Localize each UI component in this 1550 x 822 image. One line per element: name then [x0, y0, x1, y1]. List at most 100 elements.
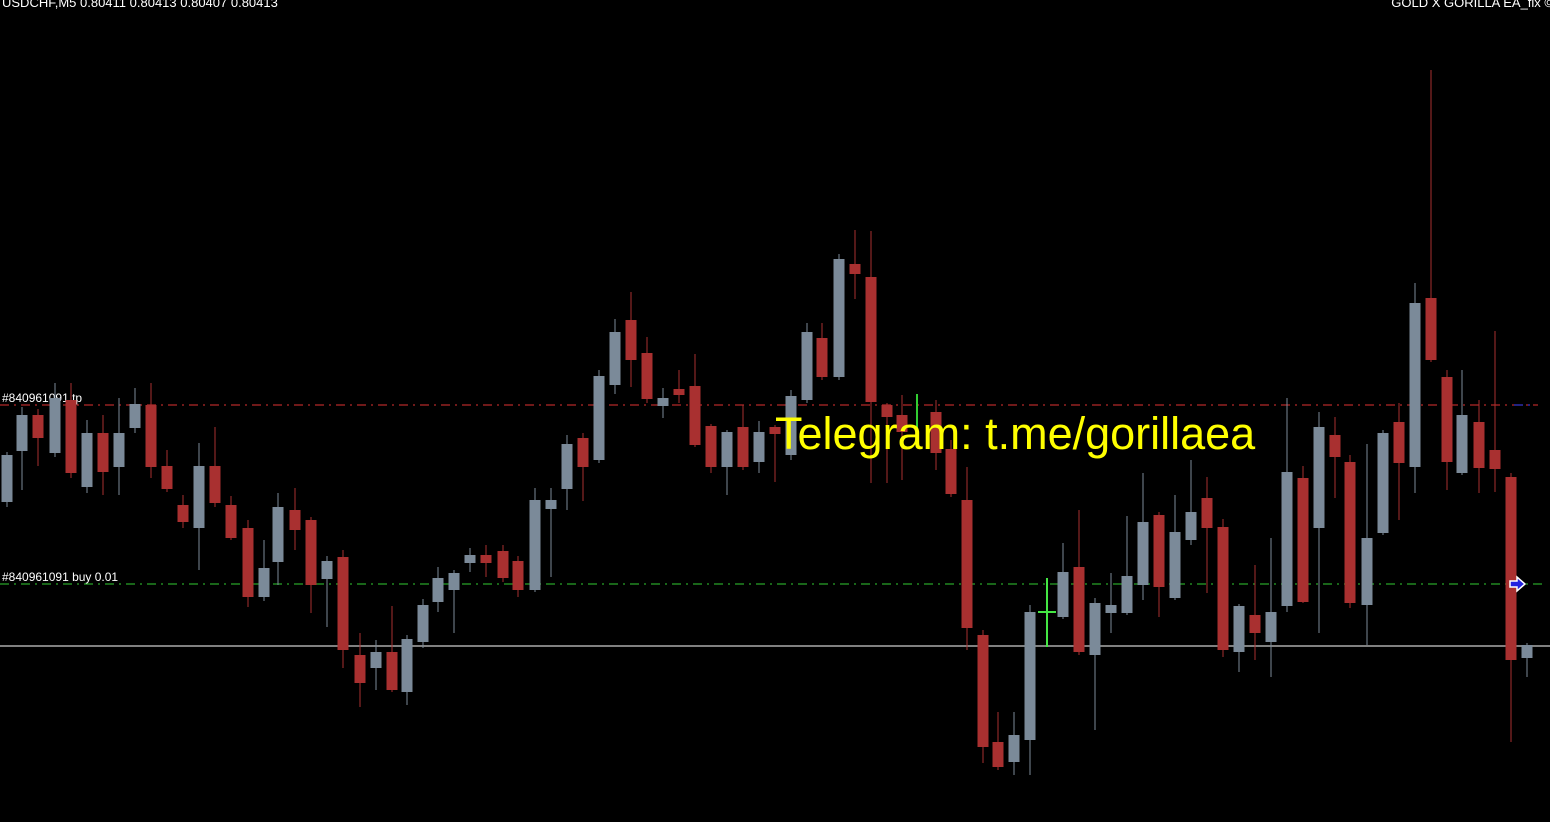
bullish-candle	[258, 568, 270, 597]
bearish-candle	[1344, 462, 1356, 603]
bearish-candle	[1217, 527, 1229, 650]
bullish-candle	[1521, 645, 1533, 658]
bullish-candle	[321, 561, 333, 579]
symbol-ohlc-info: USDCHF,M5 0.80411 0.80413 0.80407 0.8041…	[2, 0, 278, 10]
bullish-candle	[417, 605, 429, 642]
bullish-candle	[1233, 606, 1245, 652]
ea-title: GOLD X GORILLA EA_fix ©	[1391, 0, 1550, 10]
bearish-candle	[386, 652, 398, 690]
bearish-candle	[145, 405, 157, 467]
bullish-candle	[833, 259, 845, 377]
bullish-candle	[561, 444, 573, 489]
bearish-candle	[705, 426, 717, 467]
bullish-candle	[1121, 576, 1133, 613]
bullish-candle	[1361, 538, 1373, 605]
bullish-candle	[1456, 415, 1468, 473]
bullish-candle	[1137, 522, 1149, 585]
bearish-candle	[992, 742, 1004, 767]
bullish-candle	[1265, 612, 1277, 642]
bullish-candle	[1377, 433, 1389, 533]
bullish-candle	[193, 466, 205, 528]
bearish-candle	[945, 449, 957, 494]
bullish-candle	[657, 398, 669, 406]
bearish-candle	[865, 277, 877, 402]
bearish-candle	[641, 353, 653, 399]
bearish-candle	[896, 415, 908, 432]
bearish-candle	[177, 505, 189, 522]
bearish-candle	[497, 551, 509, 578]
bearish-candle	[816, 338, 828, 377]
bearish-candle	[32, 415, 44, 438]
bullish-candle	[1057, 572, 1069, 617]
bearish-candle	[689, 386, 701, 445]
bearish-candle	[930, 412, 942, 453]
bearish-candle	[1249, 615, 1261, 633]
tp-order-label: #840961091 tp	[2, 391, 83, 405]
bullish-candle	[1105, 605, 1117, 613]
bullish-candle	[370, 652, 382, 668]
bullish-candle	[545, 500, 557, 509]
bearish-candle	[769, 427, 781, 434]
bearish-candle	[1073, 567, 1085, 652]
bullish-candle	[1, 455, 13, 502]
bullish-candle	[16, 415, 28, 451]
bullish-candle	[49, 398, 61, 453]
bearish-candle	[1441, 377, 1453, 462]
bearish-candle	[881, 405, 893, 417]
bearish-candle	[242, 528, 254, 597]
bearish-candle	[225, 505, 237, 538]
bearish-candle	[480, 555, 492, 563]
buy-order-label: #840961091 buy 0.01	[2, 570, 119, 584]
bearish-candle	[977, 635, 989, 747]
bullish-candle	[464, 555, 476, 563]
bearish-candle	[1393, 422, 1405, 463]
bullish-candle	[1089, 603, 1101, 655]
bearish-candle	[1201, 498, 1213, 528]
bearish-candle	[961, 500, 973, 628]
bullish-candle	[1169, 532, 1181, 598]
bullish-candle	[529, 500, 541, 590]
bearish-candle	[354, 655, 366, 683]
bearish-candle	[1473, 422, 1485, 468]
bullish-candle	[1281, 472, 1293, 606]
bullish-candle	[448, 573, 460, 590]
bullish-candle	[432, 578, 444, 602]
bullish-candle	[272, 507, 284, 562]
bullish-candle	[785, 396, 797, 455]
bearish-candle	[1489, 450, 1501, 469]
bullish-candle	[1024, 612, 1036, 740]
order-price-arrow-marker[interactable]	[1509, 575, 1527, 593]
bullish-candle	[721, 432, 733, 467]
telegram-watermark: Telegram: t.me/gorillaea	[775, 408, 1256, 459]
bearish-candle	[209, 466, 221, 503]
bearish-candle	[737, 427, 749, 467]
bullish-candle	[401, 639, 413, 692]
bearish-candle	[65, 400, 77, 473]
bearish-candle	[337, 557, 349, 650]
bearish-candle	[1153, 515, 1165, 587]
bullish-candle	[1185, 512, 1197, 540]
bearish-candle	[512, 561, 524, 590]
bearish-candle	[1505, 477, 1517, 660]
bearish-candle	[289, 510, 301, 530]
bullish-candle	[1008, 735, 1020, 762]
bearish-candle	[625, 320, 637, 360]
bearish-candle	[849, 264, 861, 274]
bearish-candle	[1297, 478, 1309, 602]
bearish-candle	[161, 466, 173, 489]
bearish-candle	[577, 438, 589, 467]
bullish-candle	[113, 433, 125, 467]
bullish-candle	[801, 332, 813, 400]
bearish-candle	[97, 433, 109, 472]
bullish-candle	[1313, 427, 1325, 528]
bullish-candle	[129, 404, 141, 428]
bullish-candle	[609, 332, 621, 385]
bearish-candle	[1329, 435, 1341, 457]
bearish-candle	[305, 520, 317, 585]
bearish-candle	[673, 389, 685, 395]
bullish-candle	[1409, 303, 1421, 467]
bullish-candle	[753, 432, 765, 462]
bearish-candle	[1425, 298, 1437, 360]
